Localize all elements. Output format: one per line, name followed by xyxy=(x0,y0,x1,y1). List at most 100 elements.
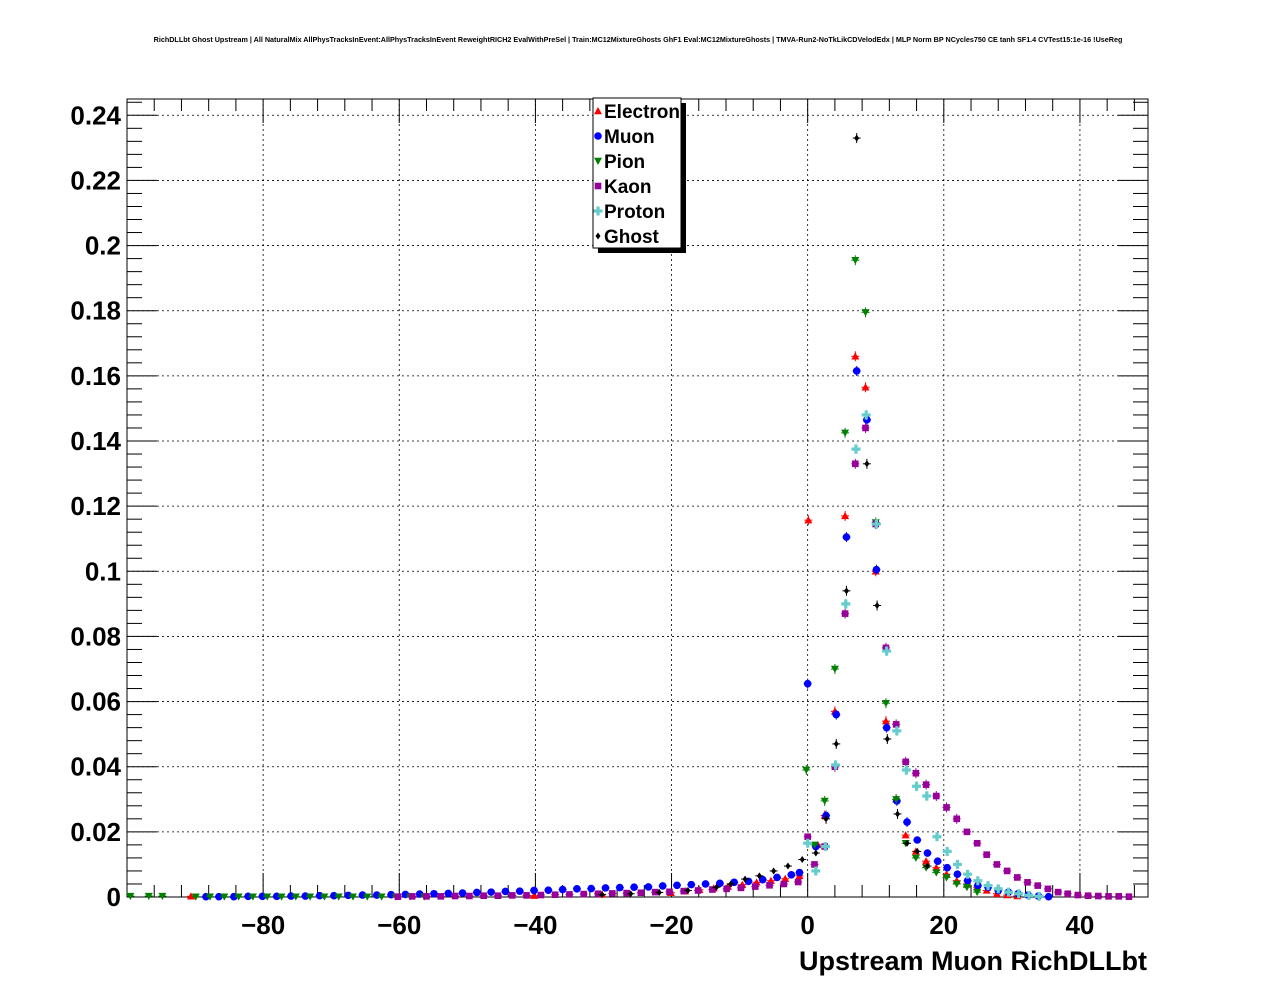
pion-point xyxy=(220,893,229,901)
kaon-point xyxy=(1105,893,1112,900)
pion-point xyxy=(234,893,243,901)
proton-point xyxy=(892,726,902,736)
electron-point xyxy=(922,857,931,865)
pion-point xyxy=(810,841,819,849)
muon-point xyxy=(515,887,524,895)
muon-point xyxy=(795,868,804,877)
proton-point xyxy=(1014,889,1024,899)
ghost-point xyxy=(924,862,930,870)
kaon-point xyxy=(973,839,981,847)
kaon-point xyxy=(508,892,516,899)
pion-series xyxy=(126,255,982,901)
kaon-point xyxy=(943,804,950,811)
ghost-point xyxy=(895,810,901,818)
proton-point xyxy=(841,599,851,609)
kaon-point xyxy=(1054,888,1062,896)
kaon-point xyxy=(892,721,900,728)
pion-point xyxy=(962,884,971,892)
ghost-point xyxy=(685,886,691,894)
kaon-point xyxy=(953,815,961,823)
legend-marker-muon xyxy=(594,132,602,140)
x-tick-labels: −80 −60 −40 −20 0 20 40 xyxy=(241,910,1094,940)
kaon-point xyxy=(794,878,802,886)
y-tick-label: 0.04 xyxy=(70,752,121,782)
chart-title: RichDLLbt Ghost Upstream | All NaturalMi… xyxy=(154,35,1123,44)
legend-label-ghost: Ghost xyxy=(604,227,660,248)
kaon-point xyxy=(580,890,588,898)
ghost-point xyxy=(864,460,870,468)
kaon-point xyxy=(780,880,788,888)
muon-point xyxy=(644,883,653,891)
proton-point xyxy=(1003,887,1013,897)
kaon-point xyxy=(1024,879,1031,886)
proton-point xyxy=(932,832,942,842)
muon-point xyxy=(974,881,982,890)
kaon-point xyxy=(862,424,869,432)
pion-point xyxy=(320,893,329,901)
pion-point xyxy=(952,880,961,888)
proton-point xyxy=(922,791,932,801)
proton-point xyxy=(861,410,871,420)
muon-point xyxy=(953,870,962,878)
kaon-point xyxy=(751,883,759,890)
kaon-point xyxy=(852,460,859,468)
muon-point xyxy=(530,886,538,895)
muon-point xyxy=(872,565,881,574)
pion-point xyxy=(802,766,811,774)
kaon-point xyxy=(494,892,502,899)
pion-point xyxy=(291,893,300,901)
electron-point xyxy=(804,516,813,524)
kaon-point xyxy=(993,861,1001,868)
ghost-point xyxy=(785,862,791,870)
muon-point xyxy=(458,889,467,897)
muon-point xyxy=(430,889,438,898)
kaon-point xyxy=(451,892,459,900)
y-tick-label: 0.2 xyxy=(85,231,121,261)
y-tick-label: 0 xyxy=(107,882,121,912)
kaon-point xyxy=(551,891,559,899)
ghost-point xyxy=(656,888,662,896)
proton-point xyxy=(820,842,830,852)
legend-marker-proton xyxy=(593,206,603,216)
electron-point xyxy=(881,717,890,725)
legend-label-pion: Pion xyxy=(604,152,645,173)
kaon-point xyxy=(1074,891,1082,899)
legend-marker-kaon xyxy=(594,182,602,190)
kaon-point xyxy=(466,892,473,900)
muon-point xyxy=(787,871,796,879)
kaon-point xyxy=(623,889,630,897)
pion-point xyxy=(277,893,286,901)
muon-point xyxy=(963,876,972,885)
y-tick-label: 0.14 xyxy=(70,426,121,456)
kaon-point xyxy=(694,887,702,894)
kaon-point xyxy=(811,861,818,868)
x-tick-label: 40 xyxy=(1065,910,1094,940)
muon-point xyxy=(923,849,932,857)
electron-point xyxy=(861,383,870,391)
y-tick-label: 0.1 xyxy=(85,556,121,586)
muon-point xyxy=(444,889,453,898)
kaon-point xyxy=(566,891,573,898)
muon-point xyxy=(501,887,510,896)
y-tick-label: 0.16 xyxy=(70,361,121,391)
electron-series xyxy=(186,351,1022,900)
muon-point xyxy=(701,880,710,888)
proton-point xyxy=(803,838,813,848)
legend-marker-electron xyxy=(594,107,602,115)
kaon-point xyxy=(1095,892,1102,900)
kaon-point xyxy=(723,885,730,893)
pion-point xyxy=(348,893,357,901)
pion-point xyxy=(892,796,901,804)
kaon-point xyxy=(537,891,545,899)
ghost-point xyxy=(713,883,719,891)
muon-point xyxy=(832,710,841,719)
muon-point xyxy=(803,679,812,688)
kaon-point xyxy=(523,892,530,899)
muon-point xyxy=(587,884,596,893)
pion-point xyxy=(334,893,343,901)
kaon-point xyxy=(933,792,940,800)
kaon-point xyxy=(594,890,602,898)
kaon-point xyxy=(709,886,716,893)
x-tick-label: −80 xyxy=(241,910,285,940)
muon-point xyxy=(616,883,624,892)
